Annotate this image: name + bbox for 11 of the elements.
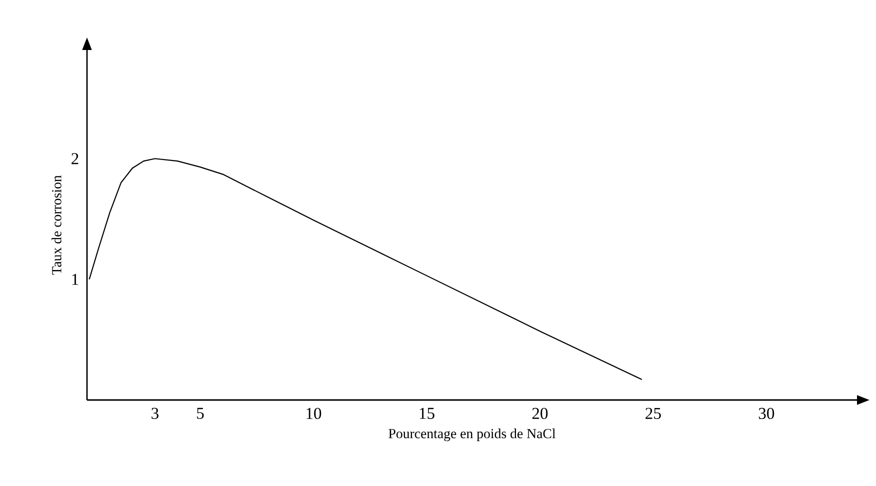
y-tick-label: 2 (72, 153, 78, 164)
y-axis-title: Taux de corrosion (52, 175, 62, 275)
x-tick-label: 15 (420, 408, 434, 419)
x-tick-label: 20 (532, 408, 548, 420)
x-tick-label: 10 (306, 408, 322, 420)
x-tick-label: 30 (758, 408, 774, 420)
x-tick-label: 25 (646, 408, 661, 419)
x-tick-label: 5 (197, 408, 204, 419)
y-tick-label: 1 (72, 274, 78, 285)
x-axis-title: Pourcentage en poids de NaCl (388, 428, 556, 442)
x-tick-label: 3 (152, 408, 158, 419)
